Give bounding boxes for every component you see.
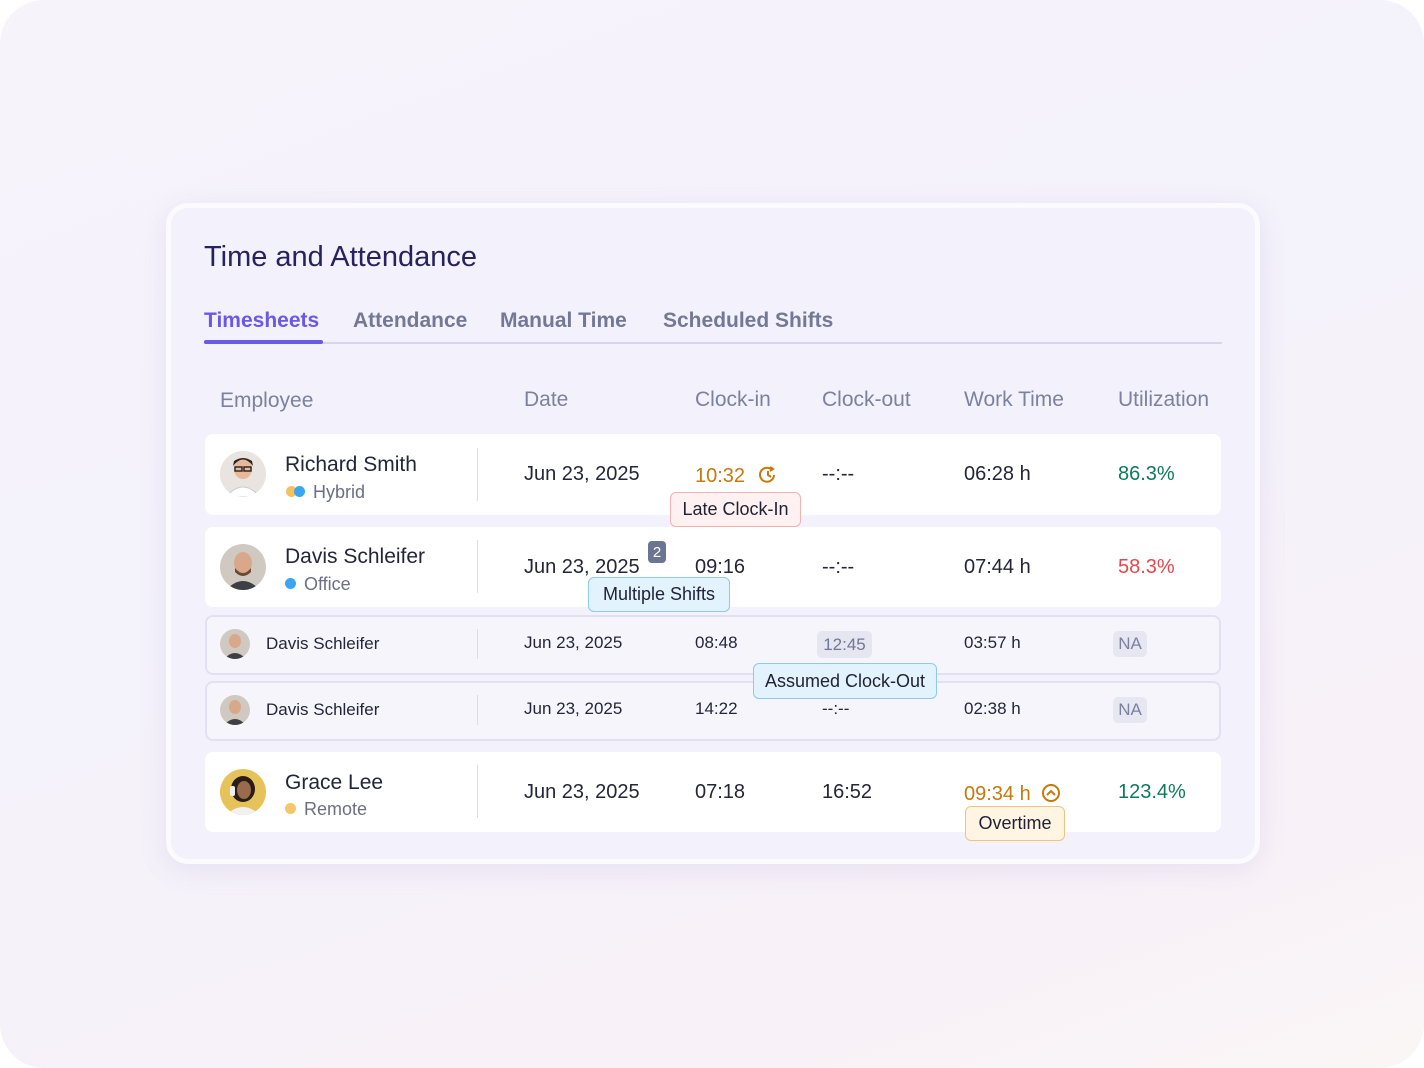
assumed-clock-out-tag: Assumed Clock-Out (753, 663, 937, 699)
utilization: 58.3% (1118, 556, 1175, 578)
column-header: Date (524, 388, 569, 411)
divider (477, 765, 478, 818)
work-time: 07:44 h (964, 556, 1031, 578)
column-header: Clock-in (695, 388, 771, 411)
column-header: Employee (220, 389, 314, 412)
avatar (220, 544, 266, 590)
avatar (220, 451, 266, 497)
clock-in: 08:48 (695, 633, 738, 652)
late-icon (759, 466, 775, 483)
work-time: 06:28 h (964, 463, 1031, 485)
utilization: NA (1113, 697, 1147, 723)
date: Jun 23, 2025 (524, 463, 640, 485)
divider (477, 540, 478, 593)
work-time: 09:34 h (964, 783, 1031, 805)
tab[interactable]: Attendance (353, 309, 468, 332)
avatar (220, 769, 266, 815)
sub-row[interactable] (205, 615, 1221, 675)
column-header: Utilization (1118, 388, 1210, 411)
column-header: Clock-out (822, 388, 911, 411)
overtime-icon (1042, 784, 1060, 802)
tab-rule (204, 342, 1222, 344)
late-clock-in-tag: Late Clock-In (670, 492, 801, 527)
divider (477, 448, 478, 501)
avatar (220, 629, 250, 659)
clock-in: 10:32 (695, 465, 746, 487)
employee-name: Davis Schleifer (285, 545, 426, 568)
clock-out: --:-- (822, 699, 850, 718)
location: Office (304, 574, 351, 594)
sub-row[interactable] (205, 681, 1221, 741)
status-dot (294, 486, 305, 497)
work-time: 03:57 h (964, 633, 1021, 652)
date: Jun 23, 2025 (524, 556, 640, 578)
clock-in: 07:18 (695, 781, 746, 803)
status-dot (286, 486, 297, 497)
employee-name: Davis Schleifer (266, 634, 380, 653)
utilization: NA (1113, 631, 1147, 657)
multiple-shifts-tag: Multiple Shifts (588, 577, 730, 612)
tab[interactable]: Manual Time (500, 309, 627, 332)
utilization: 123.4% (1118, 781, 1186, 803)
overtime-tag: Overtime (965, 806, 1065, 841)
avatar (220, 695, 250, 725)
divider (477, 629, 478, 659)
clock-out: 16:52 (822, 781, 873, 803)
employee-name: Richard Smith (285, 453, 417, 476)
title: Time and Attendance (204, 241, 477, 273)
status-dot (285, 578, 296, 589)
employee-name: Grace Lee (285, 771, 384, 794)
tab[interactable]: Scheduled Shifts (663, 309, 834, 332)
date: Jun 23, 2025 (524, 781, 640, 803)
divider (477, 695, 478, 725)
location: Remote (304, 799, 368, 819)
location: Hybrid (313, 482, 366, 502)
status-dot (285, 803, 296, 814)
work-time: 02:38 h (964, 699, 1021, 718)
shift-count-badge: 2 (648, 541, 666, 563)
tab[interactable]: Timesheets (204, 309, 320, 332)
clock-out: --:-- (822, 463, 855, 485)
date: Jun 23, 2025 (524, 633, 623, 652)
clock-out: --:-- (822, 556, 855, 578)
clock-in: 14:22 (695, 699, 738, 718)
clock-in: 09:16 (695, 556, 746, 578)
employee-name: Davis Schleifer (266, 700, 380, 719)
utilization: 86.3% (1118, 463, 1175, 485)
clock-out: 12:45 (817, 631, 872, 658)
date: Jun 23, 2025 (524, 699, 623, 718)
column-header: Work Time (964, 388, 1064, 411)
tab-indicator (204, 340, 323, 344)
